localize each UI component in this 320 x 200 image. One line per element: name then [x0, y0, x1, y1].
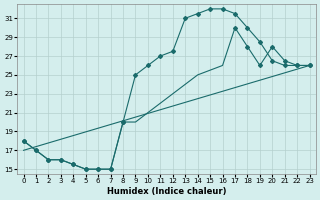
X-axis label: Humidex (Indice chaleur): Humidex (Indice chaleur) — [107, 187, 226, 196]
